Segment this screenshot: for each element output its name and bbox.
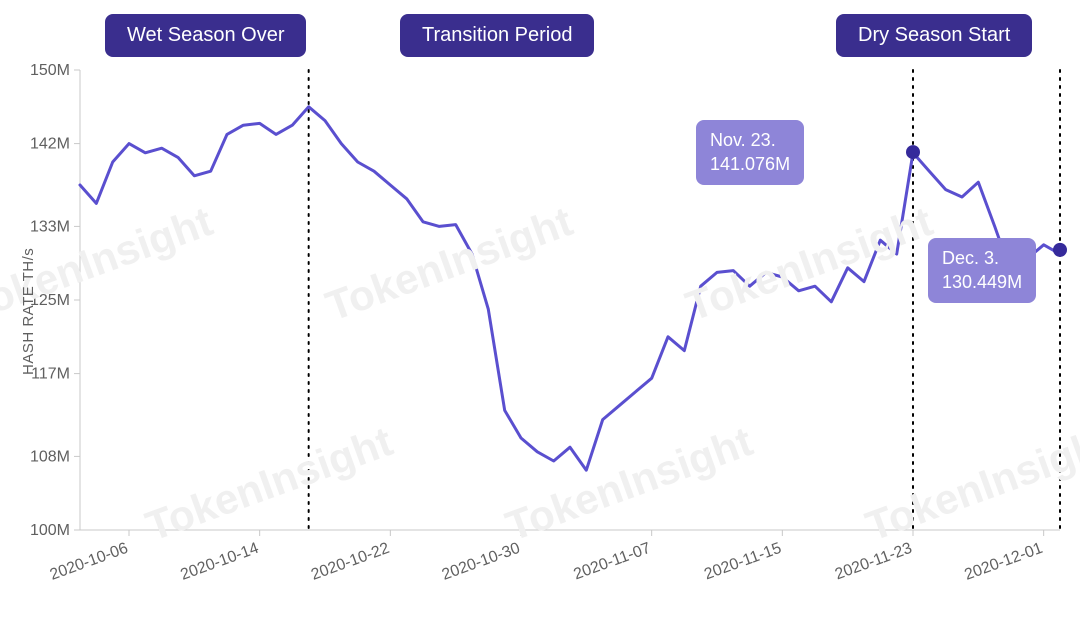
x-tick-label: 2020-11-07 [571,540,653,584]
period-label-text: Transition Period [422,24,572,46]
callout-nov23: Nov. 23. 141.076M [696,120,804,185]
y-tick-label: 142M [30,136,70,153]
y-tick-label: 133M [30,218,70,235]
chart-container: TokenInsightTokenInsightTokenInsightToke… [0,0,1080,625]
x-tick-label: 2020-12-01 [962,540,1045,584]
x-tick-label: 2020-10-06 [48,540,131,584]
period-label-text: Wet Season Over [127,24,284,46]
x-tick-label: 2020-10-14 [178,540,261,584]
y-axis-title-text: HASH RATE TH/s [20,248,37,375]
y-tick-label: 150M [30,62,70,79]
callout-date: Dec. 3. [942,246,1022,270]
y-axis-title: HASH RATE TH/s [20,248,37,375]
callout-date: Nov. 23. [710,128,790,152]
period-label-wet: Wet Season Over [105,14,306,57]
y-tick-label: 100M [30,522,70,539]
callout-value: 141.076M [710,152,790,176]
period-label-dry: Dry Season Start [836,14,1032,57]
y-tick-label: 108M [30,448,70,465]
x-tick-label: 2020-11-15 [702,540,784,584]
x-tick-label: 2020-10-22 [309,540,392,584]
x-tick-label: 2020-11-23 [833,540,915,584]
period-label-transition: Transition Period [400,14,594,57]
x-tick-label: 2020-10-30 [440,540,523,584]
data-point-marker [906,145,920,159]
callout-value: 130.449M [942,270,1022,294]
period-label-text: Dry Season Start [858,24,1010,46]
hashrate-line-chart: 100M108M117M125M133M142M150M2020-10-0620… [0,0,1080,625]
data-point-marker [1053,243,1067,257]
callout-dec3: Dec. 3. 130.449M [928,238,1036,303]
